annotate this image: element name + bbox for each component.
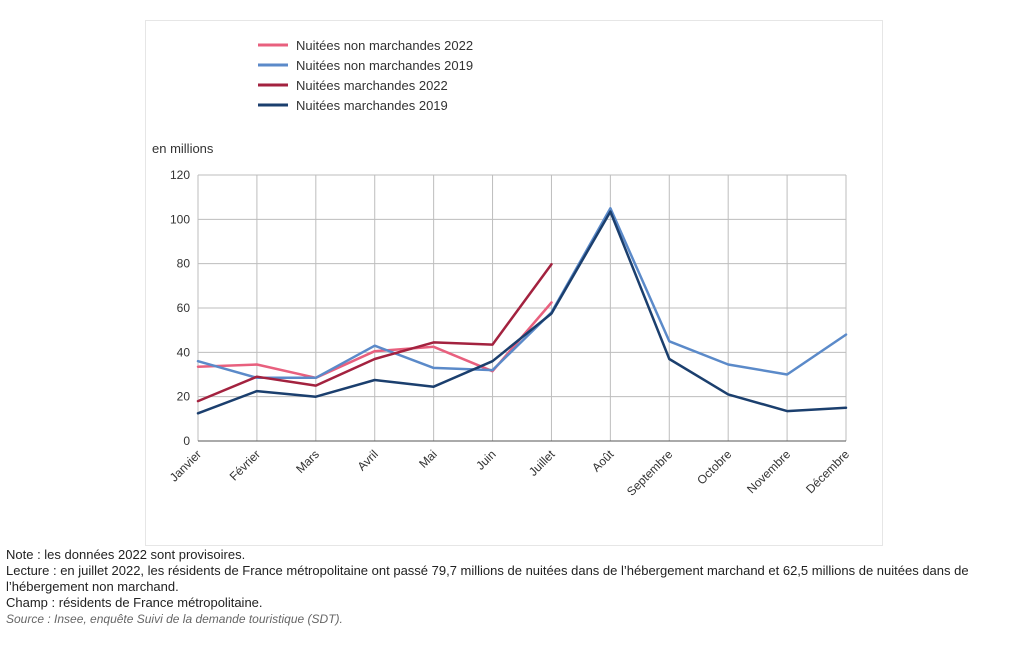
y-tick-label: 20	[177, 390, 191, 404]
legend-label: Nuitées non marchandes 2022	[296, 38, 473, 53]
line-chart: Nuitées non marchandes 2022 Nuitées non m…	[152, 38, 852, 499]
y-tick-label: 40	[177, 345, 191, 359]
lecture-text: Lecture : en juillet 2022, les résidents…	[6, 563, 969, 594]
source-text: Source : Insee, enquête Suivi de la dema…	[6, 612, 343, 626]
x-tick-label: Août	[589, 447, 617, 475]
y-tick-label: 0	[183, 434, 190, 448]
series-line-2	[196, 207, 848, 380]
legend-label: Nuitées marchandes 2019	[296, 98, 448, 113]
x-tick-label: Novembre	[744, 447, 793, 496]
x-tick-label: Janvier	[167, 447, 204, 484]
champ-text: Champ : résidents de France métropolitai…	[6, 595, 263, 610]
series-line-3	[196, 263, 553, 403]
legend-label: Nuitées non marchandes 2019	[296, 58, 473, 73]
x-tick-label: Mars	[293, 447, 322, 476]
y-tick-label: 100	[170, 212, 190, 226]
chart-notes: Note : les données 2022 sont provisoires…	[6, 547, 1018, 627]
y-tick-label: 120	[170, 168, 190, 182]
x-tick-label: Octobre	[694, 447, 734, 487]
chart-series	[196, 207, 848, 415]
y-tick-label: 60	[177, 301, 191, 315]
chart-frame	[145, 20, 883, 546]
x-tick-label: Juin	[473, 447, 498, 472]
x-tick-label: Septembre	[624, 447, 676, 499]
legend-label: Nuitées marchandes 2022	[296, 78, 448, 93]
y-tick-label: 80	[177, 257, 191, 271]
x-tick-label: Février	[227, 447, 263, 483]
x-axis-ticks: Janvier Février Mars Avril Mai Juin Juillet Aoû…	[167, 447, 852, 499]
note-text: Note : les données 2022 sont provisoires…	[6, 547, 246, 562]
x-tick-label: Décembre	[803, 447, 852, 496]
x-tick-label: Avril	[355, 447, 381, 473]
y-axis-ticks: 0 20 40 60 80 100 120	[170, 168, 190, 448]
x-tick-label: Mai	[416, 447, 440, 471]
series-line-4	[196, 210, 848, 415]
y-axis-unit-label: en millions	[152, 141, 214, 156]
chart-legend: Nuitées non marchandes 2022 Nuitées non m…	[258, 38, 473, 113]
x-tick-label: Juillet	[526, 447, 558, 479]
